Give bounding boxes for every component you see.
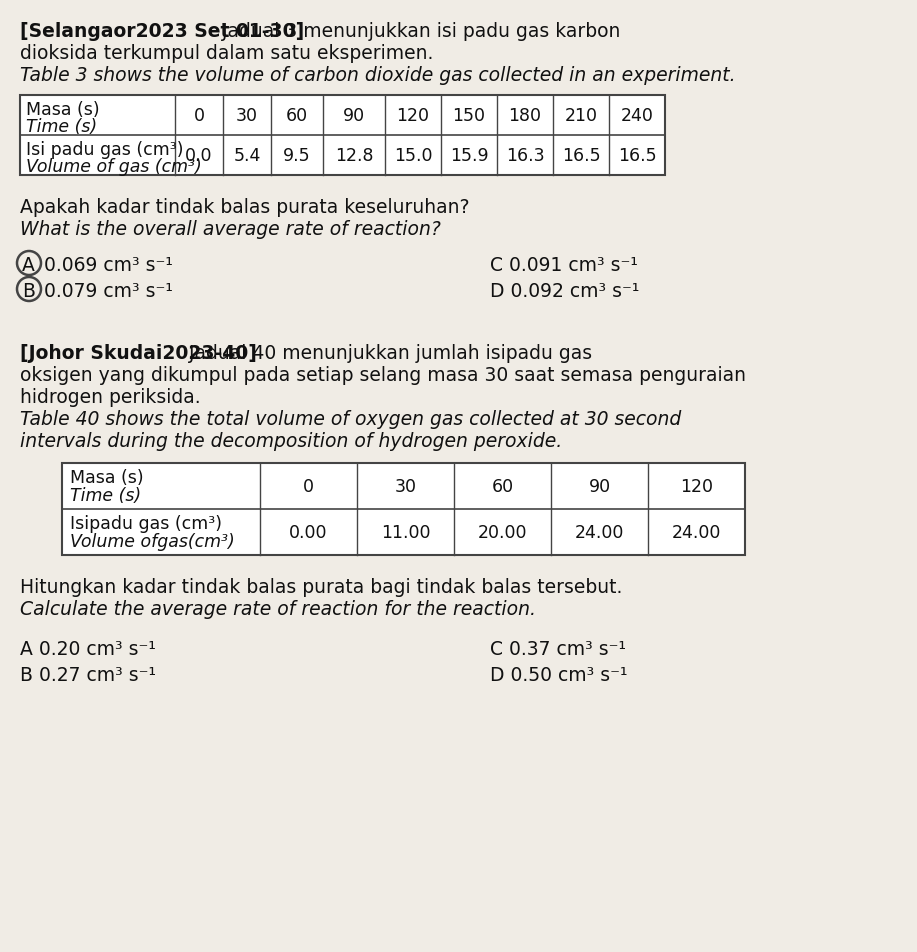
Text: C 0.091 cm³ s⁻¹: C 0.091 cm³ s⁻¹ — [490, 256, 638, 275]
Text: oksigen yang dikumpul pada setiap selang masa 30 saat semasa penguraian: oksigen yang dikumpul pada setiap selang… — [20, 366, 746, 385]
Text: Volume ofgas(cm³): Volume ofgas(cm³) — [70, 532, 235, 550]
Text: 16.5: 16.5 — [562, 147, 601, 165]
Text: 210: 210 — [565, 107, 598, 125]
Text: Hitungkan kadar tindak balas purata bagi tindak balas tersebut.: Hitungkan kadar tindak balas purata bagi… — [20, 578, 623, 596]
Text: Time (s): Time (s) — [70, 486, 141, 505]
Text: 240: 240 — [621, 107, 654, 125]
Text: 90: 90 — [589, 478, 611, 495]
Text: Table 40 shows the total volume of oxygen gas collected at 30 second: Table 40 shows the total volume of oxyge… — [20, 409, 681, 428]
Text: Table 3 shows the volume of carbon dioxide gas collected in an experiment.: Table 3 shows the volume of carbon dioxi… — [20, 66, 735, 85]
Text: C 0.37 cm³ s⁻¹: C 0.37 cm³ s⁻¹ — [490, 640, 626, 659]
Text: [Johor Skudai2023-40]: [Johor Skudai2023-40] — [20, 344, 257, 363]
Text: 30: 30 — [394, 478, 416, 495]
Text: Jadual 40 menunjukkan jumlah isipadu gas: Jadual 40 menunjukkan jumlah isipadu gas — [183, 344, 592, 363]
Text: 180: 180 — [509, 107, 542, 125]
Text: dioksida terkumpul dalam satu eksperimen.: dioksida terkumpul dalam satu eksperimen… — [20, 44, 434, 63]
Text: hidrogen periksida.: hidrogen periksida. — [20, 387, 201, 407]
Text: 0.079 cm³ s⁻¹: 0.079 cm³ s⁻¹ — [44, 282, 173, 301]
Text: 15.0: 15.0 — [393, 147, 432, 165]
Text: What is the overall average rate of reaction?: What is the overall average rate of reac… — [20, 220, 441, 239]
Text: Masa (s): Masa (s) — [26, 101, 100, 119]
Bar — [20, 96, 665, 176]
Text: D 0.092 cm³ s⁻¹: D 0.092 cm³ s⁻¹ — [490, 282, 639, 301]
Text: 120: 120 — [396, 107, 429, 125]
Text: Volume of gas (cm³): Volume of gas (cm³) — [26, 158, 202, 176]
Text: Jadual 3 menunjukkan isi padu gas karbon: Jadual 3 menunjukkan isi padu gas karbon — [216, 22, 621, 41]
Text: Isipadu gas (cm³): Isipadu gas (cm³) — [70, 514, 222, 532]
Text: 0.069 cm³ s⁻¹: 0.069 cm³ s⁻¹ — [44, 256, 173, 275]
Text: 15.9: 15.9 — [449, 147, 489, 165]
Text: 60: 60 — [492, 478, 514, 495]
Text: A: A — [22, 256, 35, 275]
Text: 90: 90 — [343, 107, 365, 125]
Text: 16.3: 16.3 — [505, 147, 545, 165]
Text: 5.4: 5.4 — [233, 147, 260, 165]
Text: [Selangaor2023 Set 01-30]: [Selangaor2023 Set 01-30] — [20, 22, 304, 41]
Text: 24.00: 24.00 — [575, 524, 624, 542]
Text: 150: 150 — [452, 107, 485, 125]
Text: 0: 0 — [193, 107, 204, 125]
Text: B 0.27 cm³ s⁻¹: B 0.27 cm³ s⁻¹ — [20, 665, 156, 684]
Text: 12.8: 12.8 — [335, 147, 373, 165]
Text: 24.00: 24.00 — [672, 524, 721, 542]
Text: 16.5: 16.5 — [618, 147, 657, 165]
Text: Isi padu gas (cm³): Isi padu gas (cm³) — [26, 141, 183, 159]
Text: 0: 0 — [303, 478, 314, 495]
Bar — [62, 464, 745, 555]
Text: intervals during the decomposition of hydrogen peroxide.: intervals during the decomposition of hy… — [20, 431, 562, 450]
Text: Calculate the average rate of reaction for the reaction.: Calculate the average rate of reaction f… — [20, 600, 536, 619]
Text: B: B — [22, 282, 35, 301]
Text: Masa (s): Masa (s) — [70, 468, 144, 486]
Text: Time (s): Time (s) — [26, 118, 97, 136]
Text: 9.5: 9.5 — [283, 147, 311, 165]
Text: D 0.50 cm³ s⁻¹: D 0.50 cm³ s⁻¹ — [490, 665, 627, 684]
Text: Apakah kadar tindak balas purata keseluruhan?: Apakah kadar tindak balas purata keselur… — [20, 198, 470, 217]
Text: A 0.20 cm³ s⁻¹: A 0.20 cm³ s⁻¹ — [20, 640, 156, 659]
Text: 120: 120 — [680, 478, 713, 495]
Bar — [62, 464, 745, 555]
Text: 11.00: 11.00 — [381, 524, 430, 542]
Text: 0.00: 0.00 — [289, 524, 327, 542]
Text: 60: 60 — [286, 107, 308, 125]
Text: 20.00: 20.00 — [478, 524, 527, 542]
Text: 30: 30 — [236, 107, 258, 125]
Bar — [20, 96, 665, 176]
Text: 0.0: 0.0 — [185, 147, 213, 165]
